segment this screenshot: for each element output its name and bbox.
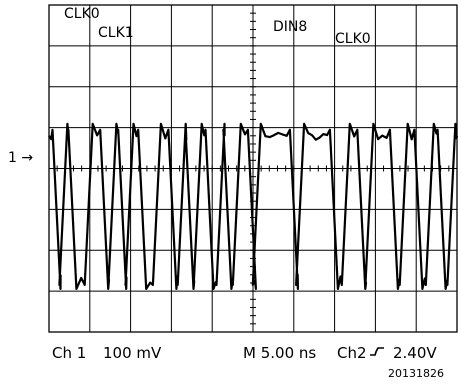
timebase: M 5.00 ns [243, 344, 316, 362]
annotation-clk1: CLK1 [98, 25, 134, 41]
ground-level-marker: 1 → [8, 150, 33, 166]
figure-id: 20131826 [388, 367, 444, 380]
annotation-clk0-left: CLK0 [64, 6, 100, 22]
trigger-level: 2.40V [393, 344, 437, 362]
waveform-trace [48, 122, 459, 290]
rising-edge-trigger-icon [370, 347, 384, 356]
volts-per-div: 100 mV [103, 344, 162, 362]
annotation-clk0-right: CLK0 [335, 31, 371, 47]
trigger-channel: Ch2 [337, 344, 367, 362]
channel-label: Ch 1 [52, 344, 86, 362]
waveform-path [48, 122, 459, 290]
annotation-din8: DIN8 [273, 19, 307, 35]
